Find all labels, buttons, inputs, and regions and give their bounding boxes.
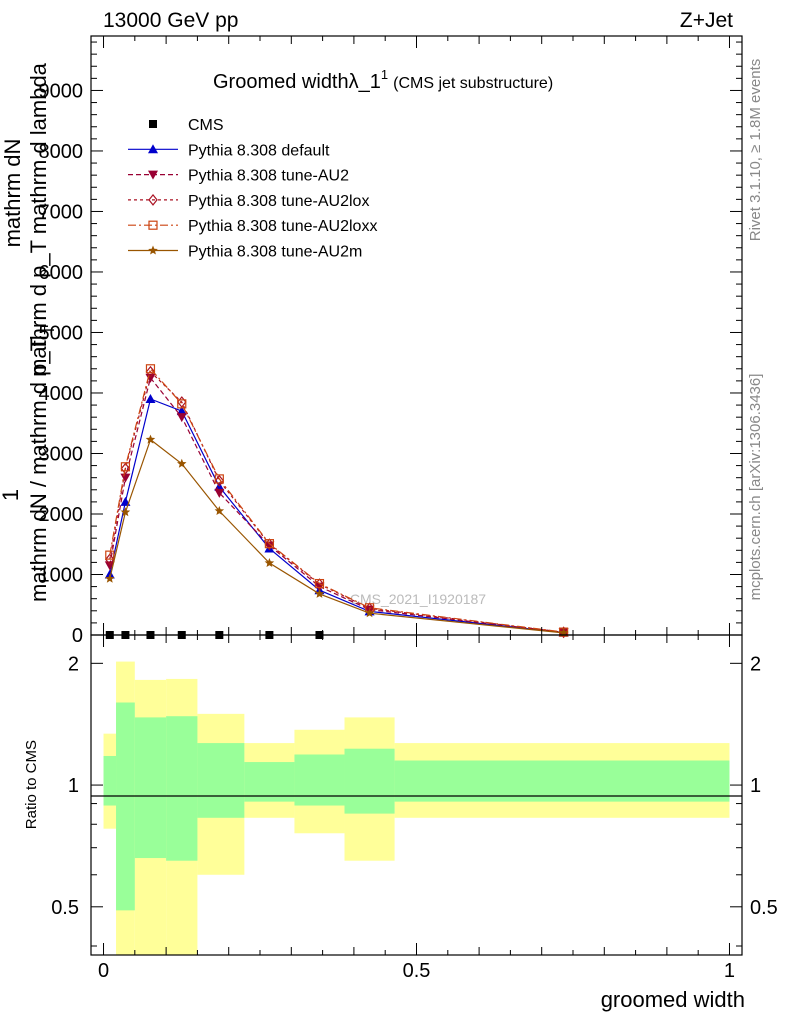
header-left: 13000 GeV pp bbox=[103, 9, 238, 32]
legend-label-3: Pythia 8.308 tune-AU2lox bbox=[188, 193, 369, 210]
main-ytick-label: 8000 bbox=[39, 141, 84, 163]
series-line-5 bbox=[109, 438, 564, 634]
rivet-label: Rivet 3.1.10, ≥ 1.8M events bbox=[747, 59, 764, 242]
ratio-ytick-label-right: 2 bbox=[750, 653, 761, 675]
title-text: Groomed width bbox=[213, 71, 349, 93]
main-ytick-label: 5000 bbox=[39, 322, 84, 344]
header-right: Z+Jet bbox=[680, 9, 733, 32]
legend bbox=[128, 120, 178, 255]
axis-tick-labels: 0 1000 2000 3000 4000 5000 6000 7000 8000 9000 0.5… bbox=[39, 80, 778, 982]
series-1-point-2 bbox=[145, 394, 156, 404]
ylabel-top: mathrm dN bbox=[0, 139, 25, 248]
main-ytick-label: 1000 bbox=[39, 564, 84, 586]
legend-marker-0 bbox=[149, 120, 157, 128]
ratio-ytick-label-left: 1 bbox=[68, 775, 79, 797]
ratio-xtick-label: 0.5 bbox=[403, 960, 431, 982]
mcplots-label: mcplots.cern.ch [arXiv:1306.3436] bbox=[747, 374, 764, 601]
ratio-bands bbox=[103, 661, 730, 955]
main-ylabel: mathrm dN mathrm d p_T mathrm d lambda 1… bbox=[0, 62, 58, 602]
legend-label-1: Pythia 8.308 default bbox=[188, 142, 330, 159]
series-line-3 bbox=[109, 370, 564, 633]
legend-marker-3 bbox=[148, 193, 158, 206]
legend-marker-5 bbox=[148, 245, 158, 255]
series-2-point-2 bbox=[145, 373, 156, 383]
series-3-point-5 bbox=[264, 538, 275, 551]
series-4-point-3 bbox=[177, 399, 187, 409]
series-5-point-4 bbox=[214, 506, 225, 515]
series-4-point-1 bbox=[120, 462, 131, 472]
ylabel-sub: T bbox=[41, 325, 58, 334]
ratio-ytick-label-left: 0.5 bbox=[51, 897, 79, 919]
ratio-ytick-label-left: 2 bbox=[68, 653, 79, 675]
green-band-3 bbox=[166, 716, 198, 861]
ratio-xlabel: groomed width bbox=[601, 987, 745, 1012]
series-1-point-3 bbox=[176, 406, 187, 416]
series-3-point-0 bbox=[105, 553, 115, 566]
series-4-point-5 bbox=[264, 539, 274, 549]
main-series bbox=[104, 364, 569, 639]
legend-label-4: Pythia 8.308 tune-AU2loxx bbox=[188, 218, 377, 235]
legend-label-0: CMS bbox=[188, 117, 224, 134]
series-3-point-8 bbox=[558, 626, 569, 639]
ylabel-mid: mathrm d p_T mathrm d lambda bbox=[26, 62, 51, 377]
series-2-point-4 bbox=[214, 488, 225, 498]
green-band-2 bbox=[134, 717, 167, 859]
green-band-5 bbox=[244, 762, 295, 802]
legend-marker-2 bbox=[148, 170, 158, 180]
series-line-2 bbox=[109, 376, 564, 633]
green-band-4 bbox=[197, 743, 245, 818]
legend-label-5: Pythia 8.308 tune-AU2m bbox=[188, 244, 362, 261]
series-line-1 bbox=[109, 398, 564, 634]
ratio-xtick-label: 1 bbox=[724, 960, 735, 982]
ylabel-one: 1 bbox=[0, 489, 23, 501]
ylabel-bottom: mathrm dN / mathrm d p_T bbox=[26, 338, 51, 602]
green-band-1 bbox=[116, 702, 135, 911]
legend-marker-4 bbox=[148, 220, 158, 230]
title-sup: 1 bbox=[381, 67, 388, 82]
series-2-point-0 bbox=[104, 561, 115, 571]
series-5-point-7 bbox=[364, 608, 375, 618]
ratio-ylabel: Ratio to CMS bbox=[23, 740, 40, 829]
main-ytick-label: 0 bbox=[72, 625, 83, 647]
main-ytick-label: 4000 bbox=[39, 383, 84, 405]
ratio-ytick-label-right: 1 bbox=[750, 775, 761, 797]
series-5-point-8 bbox=[558, 627, 569, 637]
series-5-point-6 bbox=[314, 588, 325, 598]
main-ytick-label: 2000 bbox=[39, 504, 84, 526]
axis-ticks bbox=[91, 36, 742, 955]
series-2-point-1 bbox=[120, 473, 131, 483]
main-ytick-label: 3000 bbox=[39, 443, 84, 465]
series-2-point-5 bbox=[264, 541, 275, 551]
series-line-4 bbox=[109, 367, 564, 633]
main-ytick-label: 6000 bbox=[39, 262, 84, 284]
green-band-8 bbox=[394, 760, 730, 802]
green-band-7 bbox=[344, 748, 395, 814]
legend-label-2: Pythia 8.308 tune-AU2 bbox=[188, 168, 349, 185]
series-4-point-2 bbox=[145, 364, 156, 374]
series-3-point-1 bbox=[120, 462, 131, 475]
series-4-point-4 bbox=[214, 474, 224, 484]
main-ytick-label: 9000 bbox=[39, 80, 84, 102]
main-title: Groomed widthλ_11 (CMS jet substructure) bbox=[213, 67, 553, 93]
series-5-point-3 bbox=[177, 458, 187, 468]
legend-marker-1 bbox=[148, 144, 158, 154]
ratio-xtick-label: 0 bbox=[98, 960, 109, 982]
watermark: CMS_2021_I1920187 bbox=[350, 591, 486, 607]
series-3-point-2 bbox=[145, 365, 156, 378]
series-4-point-0 bbox=[105, 550, 115, 560]
title-lambda: λ_1 bbox=[349, 71, 381, 93]
series-5-point-1 bbox=[120, 507, 131, 517]
series-4-point-6 bbox=[314, 578, 325, 589]
ratio-ytick-label-right: 0.5 bbox=[750, 897, 778, 919]
green-band-0 bbox=[103, 755, 117, 806]
series-3-point-4 bbox=[214, 474, 225, 487]
series-5-point-2 bbox=[145, 434, 156, 444]
series-5-point-0 bbox=[105, 573, 115, 583]
series-2-point-3 bbox=[176, 413, 187, 423]
title-suffix: (CMS jet substructure) bbox=[393, 75, 553, 92]
main-ytick-label: 7000 bbox=[39, 201, 84, 223]
series-5-point-5 bbox=[264, 558, 275, 567]
green-band-6 bbox=[294, 754, 345, 806]
